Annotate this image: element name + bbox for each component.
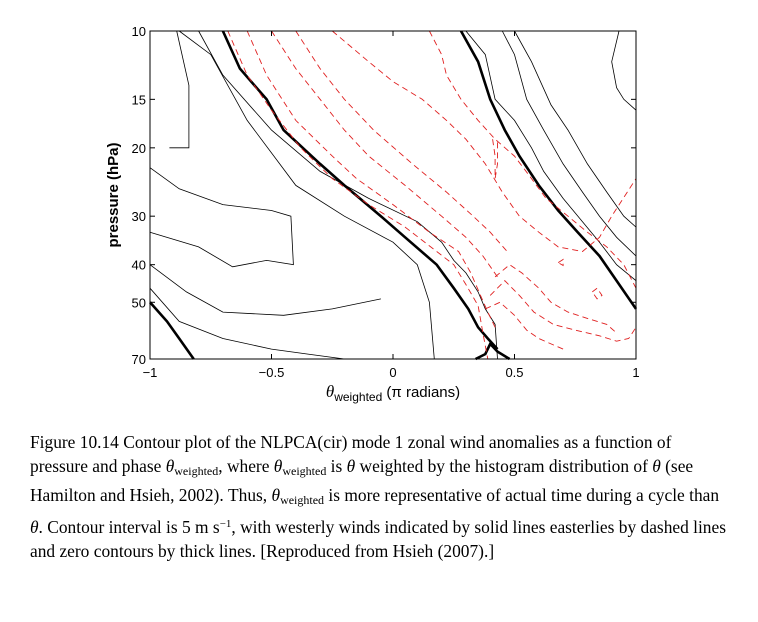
westerly-contour-5 (198, 30, 498, 360)
y-tick-label: 50 (132, 295, 146, 310)
caption-label: Figure 10.14 (30, 432, 119, 452)
y-tick-label: 40 (132, 258, 146, 273)
caption-part: weighted by the histogram distribution o… (355, 456, 653, 476)
westerly-contour-7 (501, 30, 637, 257)
plot-frame (149, 30, 637, 360)
easterly-contour-20 (494, 264, 617, 334)
caption-part: , with westerly winds indicated by solid… (30, 517, 726, 561)
theta-symbol: θ (273, 456, 283, 476)
y-tick-label: 30 (132, 209, 146, 224)
easterly-contour-22 (485, 301, 564, 350)
westerly-contour-2 (149, 264, 381, 316)
figure-caption: Figure 10.14 Contour plot of the NLPCA(c… (30, 430, 730, 563)
contour-figure: −1 −0.5 0 0.5 1 10 15 20 30 40 50 70 pressure (hPa… (105, 24, 640, 404)
x-axis-label: θweighted (π radians) (326, 382, 460, 404)
x-tick-label: 1 (632, 365, 639, 380)
westerly-contour-6 (465, 30, 637, 282)
theta-symbol: θ (271, 485, 281, 505)
theta-symbol: θ (30, 517, 39, 537)
westerly-contour-8 (514, 30, 637, 228)
x-tick-label: −1 (143, 365, 158, 380)
caption-part: (see Hamilton and Hsieh, 2002). Thus, (30, 456, 694, 505)
easterly-contour-25 (591, 287, 603, 300)
caption-part: is (326, 456, 347, 476)
y-tick-label: 15 (132, 92, 146, 107)
caption-part: is more representative of actual time du… (324, 485, 720, 505)
easterly-contour-21 (489, 280, 637, 342)
easterly-contour-18 (332, 30, 637, 252)
westerly-contour-9 (611, 30, 637, 111)
contour-lines (149, 30, 638, 361)
theta-symbol: θ (165, 456, 175, 476)
theta-subscript: weighted (174, 464, 219, 478)
theta-symbol: θ (652, 456, 661, 476)
zero-contour-12 (459, 30, 638, 310)
westerly-contour-3 (149, 287, 345, 360)
zero-contour-11 (149, 301, 195, 360)
theta-subscript: weighted (280, 493, 325, 507)
zero-contour-13 (475, 341, 511, 361)
y-tick-label: 10 (132, 24, 146, 39)
westerly-contour-4 (178, 30, 435, 360)
easterly-contour-17 (295, 30, 508, 252)
easterly-contour-24 (557, 258, 564, 267)
caption-part: , where (218, 456, 274, 476)
easterly-contour-15 (246, 30, 496, 328)
x-axis-label-rest: (π radians) (382, 384, 460, 401)
zero-contour-10 (221, 30, 499, 350)
easterly-contour-16 (271, 30, 498, 278)
unit-superscript: −1 (219, 518, 232, 530)
easterly-contour-19 (429, 30, 637, 289)
caption-part: Contour plot of the NLPCA(cir) mode 1 zo… (30, 432, 672, 476)
y-axis-ticks: 10 15 20 30 40 50 70 (132, 24, 636, 367)
x-axis-label-subscript: weighted (333, 390, 382, 404)
easterly-contour-23 (492, 139, 498, 179)
westerly-contour-1 (149, 167, 294, 268)
x-axis-ticks: −1 −0.5 0 0.5 1 (143, 31, 640, 380)
easterly-contour-14 (227, 30, 489, 360)
westerly-contour-0 (169, 30, 190, 149)
theta-subscript: weighted (282, 464, 327, 478)
caption-text: Figure 10.14 Contour plot of the NLPCA(c… (30, 430, 730, 563)
x-tick-label: 0.5 (505, 365, 523, 380)
caption-part: . Contour interval is 5 m s (38, 517, 220, 537)
x-tick-label: −0.5 (259, 365, 285, 380)
theta-symbol: θ (346, 456, 356, 476)
y-tick-label: 20 (132, 141, 146, 156)
x-axis-label-symbol: θ (326, 382, 334, 401)
y-axis-label: pressure (hPa) (105, 142, 122, 247)
y-tick-label: 70 (132, 352, 146, 367)
x-tick-label: 0 (389, 365, 396, 380)
